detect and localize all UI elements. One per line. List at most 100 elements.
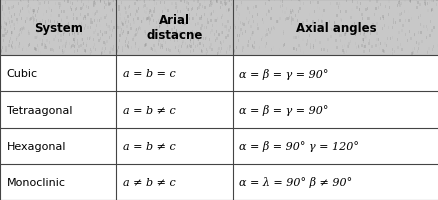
Text: α = λ = 90° β ≠ 90°: α = λ = 90° β ≠ 90°	[239, 177, 352, 187]
Bar	[162, 11, 163, 14]
Bar	[77, 18, 78, 21]
Bar	[60, 19, 62, 22]
Bar	[151, 15, 152, 18]
Bar	[166, 27, 167, 30]
Bar	[32, 10, 34, 13]
Bar	[126, 26, 127, 29]
Bar	[420, 24, 421, 27]
Bar	[17, 22, 18, 25]
Bar	[48, 2, 49, 5]
Bar	[261, 39, 262, 42]
Bar	[149, 20, 150, 23]
Bar	[75, 38, 76, 41]
Bar	[116, 92, 232, 128]
Bar	[37, 31, 39, 34]
Bar	[217, 49, 218, 52]
Bar	[299, 46, 300, 49]
Bar	[113, 0, 114, 3]
Bar	[155, 3, 157, 6]
Bar	[363, 23, 364, 26]
Bar	[158, 0, 159, 2]
Bar	[330, 28, 331, 31]
Bar	[148, 0, 150, 2]
Bar	[399, 3, 400, 6]
Bar	[11, 32, 13, 35]
Bar	[343, 45, 344, 48]
Bar	[180, 11, 181, 14]
Bar	[178, 50, 179, 53]
Bar	[23, 28, 25, 31]
Bar	[155, 22, 156, 25]
Bar	[74, 41, 75, 44]
Bar	[69, 47, 71, 50]
Bar	[45, 46, 46, 49]
Bar	[267, 10, 268, 13]
Bar	[190, 45, 191, 48]
Text: a = b ≠ c: a = b ≠ c	[123, 141, 175, 151]
Bar	[247, 45, 248, 48]
Bar	[257, 14, 258, 17]
Bar	[400, 13, 401, 16]
Bar	[2, 35, 4, 38]
Bar	[66, 17, 67, 20]
Bar	[407, 11, 408, 14]
Bar	[228, 15, 230, 18]
Bar	[299, 0, 300, 3]
Bar	[64, 11, 65, 14]
Bar	[139, 0, 141, 2]
Bar	[119, 0, 120, 1]
Bar	[431, 48, 432, 51]
Bar	[138, 48, 139, 51]
Bar	[425, 25, 426, 28]
Bar	[357, 47, 359, 50]
Bar	[237, 35, 238, 38]
Bar	[135, 34, 136, 37]
Bar	[53, 39, 54, 42]
Bar	[174, 0, 176, 1]
Bar	[99, 11, 100, 14]
Bar	[148, 17, 149, 20]
Bar	[63, 37, 64, 40]
Bar	[256, 24, 257, 27]
Bar	[436, 44, 438, 47]
Text: α = β = γ = 90°: α = β = γ = 90°	[239, 105, 328, 115]
Bar	[383, 25, 384, 28]
Bar	[363, 50, 364, 53]
Bar	[198, 44, 199, 47]
Bar	[308, 26, 309, 29]
Bar	[185, 33, 186, 36]
Bar	[117, 27, 118, 30]
Bar	[254, 0, 256, 1]
Bar	[95, 25, 97, 28]
Bar	[148, 10, 150, 13]
Bar	[377, 44, 378, 47]
Bar	[20, 0, 21, 3]
Bar	[3, 39, 4, 42]
Bar	[30, 7, 32, 10]
Bar	[366, 31, 367, 34]
Bar	[165, 42, 166, 45]
Bar	[203, 14, 205, 17]
Bar	[215, 11, 216, 14]
Bar	[60, 5, 61, 8]
Bar	[247, 40, 249, 43]
Bar	[143, 0, 144, 3]
Bar	[356, 2, 357, 5]
Bar	[201, 50, 202, 53]
Bar	[268, 0, 269, 3]
Bar	[334, 33, 335, 36]
Bar	[62, 50, 63, 53]
Bar	[75, 31, 77, 34]
Bar	[419, 32, 420, 35]
Bar	[37, 11, 38, 14]
Bar	[400, 49, 402, 52]
Bar	[252, 7, 254, 10]
Bar	[310, 43, 311, 46]
Bar	[323, 48, 324, 51]
Bar	[153, 45, 155, 48]
Bar	[388, 1, 389, 4]
Bar	[1, 27, 2, 30]
Bar	[365, 38, 366, 41]
Bar	[340, 35, 342, 38]
Bar	[150, 48, 151, 51]
